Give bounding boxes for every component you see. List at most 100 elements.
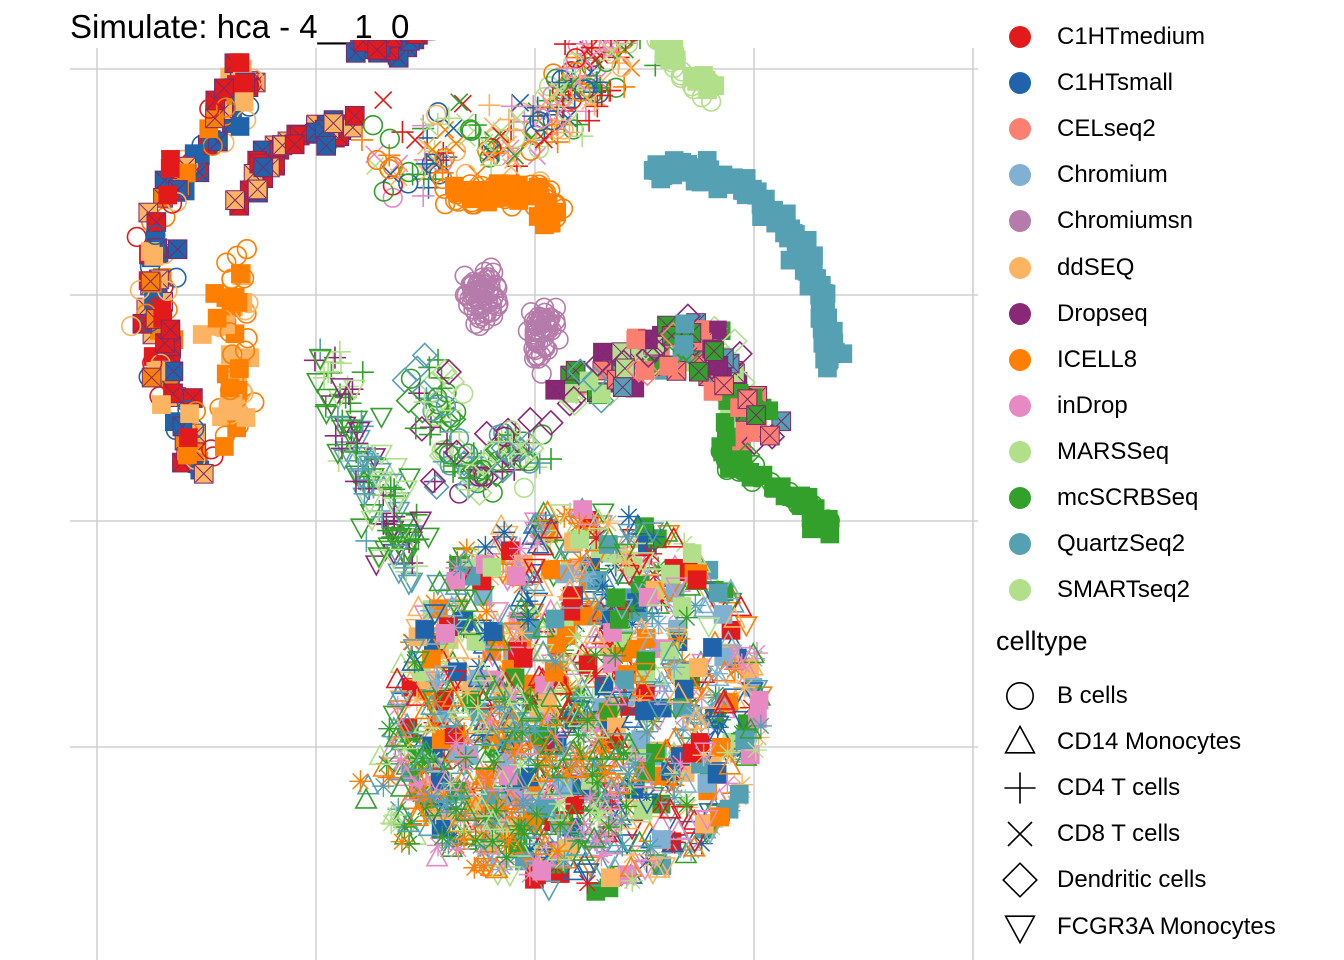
data-point: [441, 685, 465, 707]
legend-shape-cross-icon: [1007, 821, 1033, 847]
data-point: [801, 507, 821, 527]
data-point: [360, 510, 384, 532]
data-point: [487, 430, 510, 453]
data-point: [381, 164, 400, 184]
data-point: [612, 742, 635, 765]
data-point: [508, 108, 527, 127]
data-point: [445, 401, 467, 422]
data-point: [405, 130, 425, 149]
data-point: [253, 157, 274, 178]
data-point: [593, 761, 617, 784]
legend-label: CD4 T cells: [1057, 774, 1181, 802]
data-point: [705, 662, 729, 685]
data-point: [501, 833, 525, 855]
legend-shape-triangle-icon: [1004, 724, 1036, 754]
data-point: [623, 13, 642, 32]
data-point: [413, 698, 437, 720]
data-point: [448, 662, 467, 682]
data-point: [675, 606, 698, 629]
data-point: [236, 238, 257, 260]
data-point: [344, 105, 365, 126]
data-point: [482, 750, 505, 774]
data-point: [608, 6, 627, 25]
legend-item-celltype: CD8 T cells: [1000, 811, 1276, 857]
data-point: [564, 701, 588, 724]
data-point: [486, 865, 510, 887]
legend-item-batch: Chromium: [1000, 152, 1205, 198]
data-point: [329, 352, 353, 375]
data-point: [215, 97, 237, 118]
data-point: [644, 15, 663, 34]
data-point: [442, 678, 465, 701]
data-point: [425, 670, 448, 693]
data-point: [668, 837, 692, 859]
data-point: [598, 0, 617, 19]
data-point: [615, 795, 638, 818]
data-point: [510, 622, 533, 645]
data-point: [338, 419, 362, 441]
data-point: [481, 137, 502, 159]
cluster-top-left-blue: [345, 40, 436, 68]
data-point: [643, 14, 662, 33]
data-point: [628, 689, 651, 712]
data-point: [480, 724, 504, 747]
data-point: [716, 741, 739, 764]
data-point: [562, 859, 586, 881]
data-point: [598, 22, 615, 39]
data-point: [359, 504, 383, 526]
data-point: [160, 159, 180, 178]
data-point: [592, 12, 614, 34]
data-point: [230, 117, 250, 136]
data-point: [552, 811, 576, 835]
data-point: [412, 711, 437, 733]
data-point: [734, 442, 761, 469]
data-point: [662, 526, 686, 548]
data-point: [540, 729, 564, 751]
data-point: [455, 800, 479, 822]
data-point: [526, 754, 549, 777]
data-point: [510, 585, 534, 607]
data-point: [470, 812, 495, 834]
data-point: [716, 459, 738, 481]
data-point: [585, 527, 608, 550]
data-point: [469, 315, 490, 337]
data-point: [589, 740, 612, 763]
data-point: [447, 838, 470, 861]
data-point: [591, 754, 614, 777]
data-point: [354, 787, 378, 809]
data-point: [674, 335, 694, 354]
legend-item-batch: C1HTsmall: [1000, 60, 1205, 106]
legend-item-batch: mcSCRBSeq: [1000, 475, 1205, 521]
data-point: [577, 504, 601, 526]
data-point: [420, 693, 444, 715]
data-point: [420, 786, 443, 809]
data-point: [234, 92, 254, 111]
data-point: [406, 555, 429, 578]
data-point: [649, 15, 668, 34]
data-point: [494, 749, 518, 771]
data-point: [383, 478, 406, 501]
data-point: [518, 863, 541, 886]
data-point: [180, 404, 199, 423]
data-point: [658, 754, 682, 776]
data-point: [624, 753, 647, 776]
data-point: [120, 315, 142, 337]
legend-key-dot: [1000, 524, 1040, 564]
data-point: [551, 737, 575, 760]
data-point: [437, 107, 460, 130]
data-point: [645, 584, 670, 606]
data-point: [374, 90, 393, 110]
data-point: [610, 808, 633, 831]
data-point: [641, 18, 660, 37]
data-point: [496, 709, 520, 731]
data-point: [430, 366, 453, 389]
data-point: [635, 850, 658, 873]
data-point: [581, 92, 600, 111]
cluster-left-arc: [120, 53, 266, 484]
data-point: [746, 467, 768, 488]
data-point: [537, 409, 564, 436]
data-point: [392, 556, 415, 579]
data-point: [539, 733, 563, 755]
data-point: [369, 444, 394, 466]
data-point: [513, 648, 533, 668]
